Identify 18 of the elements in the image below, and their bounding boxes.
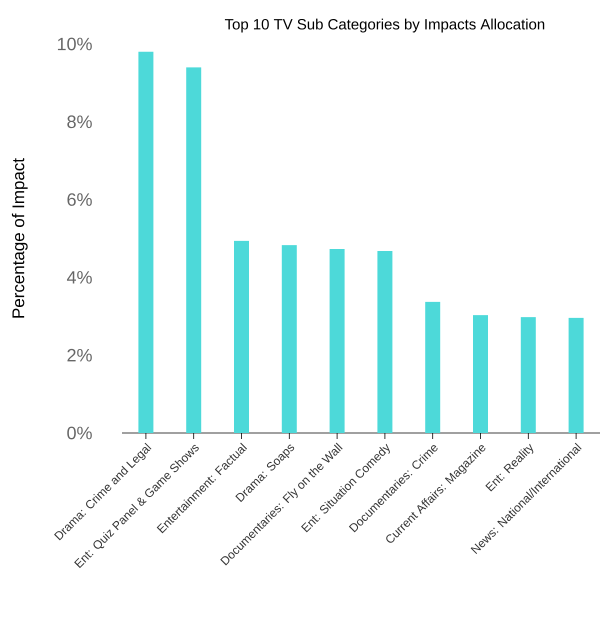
y-tick-label: 8% — [67, 115, 92, 128]
y-tick-label: 0% — [67, 426, 92, 440]
bar — [234, 240, 249, 433]
bar — [473, 315, 488, 433]
chart-title: Top 10 TV Sub Categories by Impacts Allocation — [224, 18, 544, 32]
bar — [568, 318, 584, 433]
bar — [186, 67, 202, 433]
y-tick-label: 2% — [67, 348, 92, 362]
bar — [425, 302, 440, 433]
y-tick-label: 10% — [58, 38, 92, 50]
y-axis-title: Percentage of Impact — [12, 158, 28, 318]
bar — [330, 248, 345, 433]
bar — [520, 317, 536, 433]
bar — [138, 52, 154, 433]
bar — [377, 250, 392, 433]
y-tick-label: 6% — [67, 193, 92, 206]
y-tick-label: 4% — [66, 271, 92, 284]
bar — [282, 245, 297, 433]
